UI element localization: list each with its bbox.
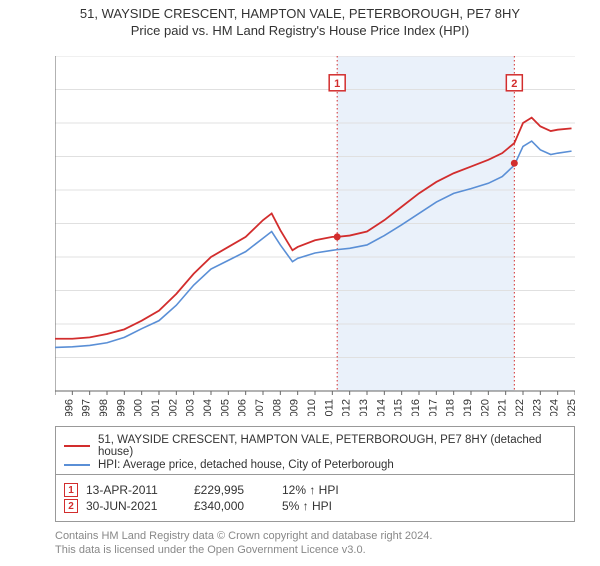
footer: Contains HM Land Registry data © Crown c… xyxy=(55,530,575,558)
table-row: 2 30-JUN-2021 £340,000 5% ↑ HPI xyxy=(64,499,566,513)
svg-text:1997: 1997 xyxy=(81,399,93,416)
legend-swatch xyxy=(64,464,90,466)
svg-text:2020: 2020 xyxy=(479,399,491,416)
sale-marker-icon: 2 xyxy=(64,499,78,513)
sale-diff: 5% ↑ HPI xyxy=(282,499,372,513)
legend-box: 51, WAYSIDE CRESCENT, HAMPTON VALE, PETE… xyxy=(55,426,575,479)
sale-date: 13-APR-2011 xyxy=(86,483,186,497)
svg-text:2007: 2007 xyxy=(254,399,266,416)
svg-text:2006: 2006 xyxy=(237,399,249,416)
svg-text:2: 2 xyxy=(511,78,517,90)
svg-text:2022: 2022 xyxy=(514,399,526,416)
page-title: 51, WAYSIDE CRESCENT, HAMPTON VALE, PETE… xyxy=(0,6,600,21)
line-chart: £0£50K£100K£150K£200K£250K£300K£350K£400… xyxy=(55,56,575,416)
svg-text:2011: 2011 xyxy=(323,399,335,416)
svg-text:2004: 2004 xyxy=(202,399,214,416)
svg-text:1996: 1996 xyxy=(63,399,75,416)
svg-text:2015: 2015 xyxy=(393,399,405,416)
svg-text:2018: 2018 xyxy=(445,399,457,416)
svg-text:2010: 2010 xyxy=(306,399,318,416)
svg-text:2008: 2008 xyxy=(271,399,283,416)
svg-text:2002: 2002 xyxy=(167,399,179,416)
sale-price: £229,995 xyxy=(194,483,274,497)
footer-line: This data is licensed under the Open Gov… xyxy=(55,544,575,558)
svg-text:2009: 2009 xyxy=(289,399,301,416)
svg-text:2003: 2003 xyxy=(185,399,197,416)
chart-area: £0£50K£100K£150K£200K£250K£300K£350K£400… xyxy=(55,56,575,416)
svg-text:2016: 2016 xyxy=(410,399,422,416)
svg-text:1995: 1995 xyxy=(55,399,58,416)
svg-text:2025: 2025 xyxy=(566,399,575,416)
svg-text:2017: 2017 xyxy=(427,399,439,416)
chart-container: 51, WAYSIDE CRESCENT, HAMPTON VALE, PETE… xyxy=(0,6,600,566)
svg-text:2013: 2013 xyxy=(358,399,370,416)
sales-table: 1 13-APR-2011 £229,995 12% ↑ HPI 2 30-JU… xyxy=(55,474,575,522)
legend-label: 51, WAYSIDE CRESCENT, HAMPTON VALE, PETE… xyxy=(98,434,566,458)
sale-price: £340,000 xyxy=(194,499,274,513)
footer-line: Contains HM Land Registry data © Crown c… xyxy=(55,530,575,544)
svg-text:2012: 2012 xyxy=(341,399,353,416)
svg-text:1998: 1998 xyxy=(98,399,110,416)
svg-text:1999: 1999 xyxy=(115,399,127,416)
legend-item-hpi: HPI: Average price, detached house, City… xyxy=(64,459,566,471)
svg-text:2023: 2023 xyxy=(531,399,543,416)
sale-marker-icon: 1 xyxy=(64,483,78,497)
legend-item-property: 51, WAYSIDE CRESCENT, HAMPTON VALE, PETE… xyxy=(64,434,566,458)
legend-label: HPI: Average price, detached house, City… xyxy=(98,459,394,471)
svg-text:2024: 2024 xyxy=(549,399,561,416)
svg-text:1: 1 xyxy=(334,78,340,90)
legend-swatch xyxy=(64,445,90,447)
table-row: 1 13-APR-2011 £229,995 12% ↑ HPI xyxy=(64,483,566,497)
svg-text:2021: 2021 xyxy=(497,399,509,416)
page-subtitle: Price paid vs. HM Land Registry's House … xyxy=(0,23,600,38)
svg-text:2014: 2014 xyxy=(375,399,387,416)
svg-text:2001: 2001 xyxy=(150,399,162,416)
sale-date: 30-JUN-2021 xyxy=(86,499,186,513)
svg-text:2019: 2019 xyxy=(462,399,474,416)
sale-diff: 12% ↑ HPI xyxy=(282,483,372,497)
svg-text:2000: 2000 xyxy=(133,399,145,416)
svg-text:2005: 2005 xyxy=(219,399,231,416)
